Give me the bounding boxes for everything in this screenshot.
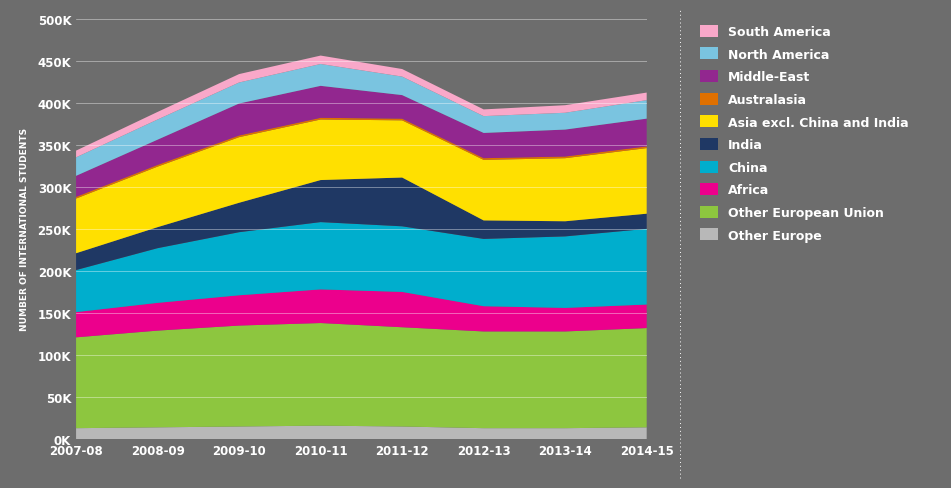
Legend: South America, North America, Middle-East, Australasia, Asia excl. China and Ind: South America, North America, Middle-Eas… [701, 26, 908, 242]
Y-axis label: NUMBER OF INTERNATIONAL STUDENTS: NUMBER OF INTERNATIONAL STUDENTS [20, 128, 29, 331]
